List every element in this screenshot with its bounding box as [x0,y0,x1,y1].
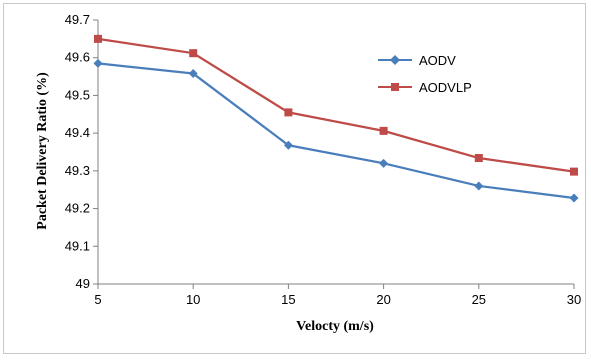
legend-label-aodv: AODV [419,53,456,68]
y-tick-label: 49.1 [65,238,90,253]
data-point-aodvlp [570,167,578,176]
legend-marker-aodvlp [391,83,399,91]
data-point-aodvlp [94,34,102,43]
x-tick-label: 10 [186,292,200,307]
y-tick-label: 49.4 [65,125,90,140]
x-tick-label: 15 [281,292,295,307]
legend-marker-aodv [390,55,400,65]
x-tick-label: 5 [94,292,101,307]
data-point-aodvlp [189,49,198,58]
x-axis-title: Velocty (m/s) [296,319,374,334]
y-tick-label: 49.2 [65,201,90,216]
data-point-aodv [569,193,579,203]
legend: AODV AODVLP [378,53,472,95]
data-point-aodvlp [284,108,293,117]
y-tick-labels: 49 49.1 49.2 49.3 49.4 49.5 49.6 49.7 [65,12,98,291]
series-group [93,34,579,203]
data-point-aodvlp [474,154,483,163]
legend-label-aodvlp: AODVLP [419,80,472,95]
y-tick-label: 49.6 [65,50,90,65]
axes [97,20,574,285]
data-point-aodv [283,140,293,150]
series-line-aodvlp [97,37,575,173]
data-point-aodv [379,158,389,168]
data-point-aodv [474,181,484,191]
x-tick-label: 30 [567,292,581,307]
data-point-aodv [93,58,103,68]
series-aodvlp [94,34,578,176]
legend-item-aodv: AODV [378,53,456,68]
x-tick-label: 20 [376,292,390,307]
y-axis-title: Packet Delivery Ratio (%) [35,72,50,230]
data-point-aodvlp [379,126,388,135]
y-tick-label: 49.5 [65,87,90,102]
y-tick-label: 49.3 [65,163,90,178]
x-tick-labels: 5 10 15 20 25 30 [94,284,581,307]
series-line-aodv [97,62,575,200]
legend-item-aodvlp: AODVLP [378,80,472,95]
series-aodv [93,58,579,203]
y-tick-label: 49.7 [65,12,90,27]
data-point-aodv [188,69,198,79]
x-tick-label: 25 [472,292,486,307]
y-tick-label: 49 [76,276,90,291]
